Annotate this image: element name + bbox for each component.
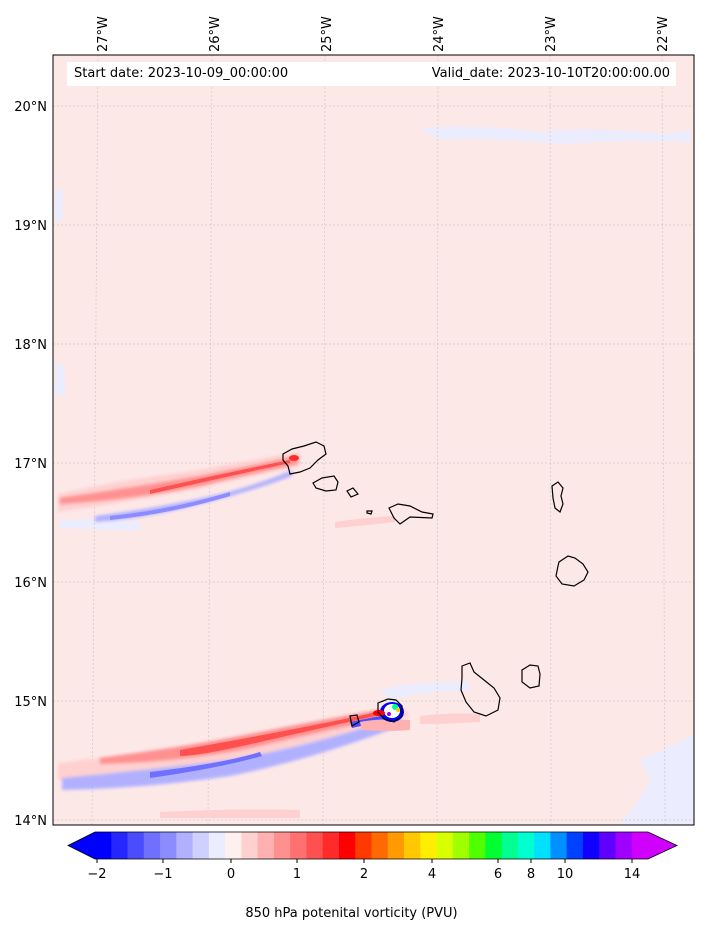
island-fogo	[377, 698, 403, 723]
colorbar-swatch	[273, 832, 291, 859]
colorbar-swatch	[436, 832, 454, 859]
colorbar	[67, 831, 678, 860]
colorbar-tick-label: −2	[87, 867, 106, 882]
colorbar-tick-label: 0	[227, 867, 235, 882]
graticule	[53, 55, 694, 825]
pv-plume-south	[58, 706, 480, 818]
date-info-box: Start date: 2023-10-09_00:00:00 Valid_da…	[67, 62, 676, 86]
colorbar-ticks: −2 −1 0 1 2 4 6 8 10 14	[87, 859, 640, 882]
colorbar-swatch	[469, 832, 486, 859]
island-sal	[551, 481, 564, 513]
colorbar-label: 850 hPa potenital vorticity (PVU)	[245, 906, 458, 921]
lat-label: 18°N	[14, 338, 47, 353]
colorbar-swatch	[290, 832, 307, 859]
colorbar-swatch	[338, 832, 356, 859]
colorbar-swatch	[192, 832, 210, 859]
colorbar-swatch	[322, 832, 340, 859]
valid-date-text: Valid_date: 2023-10-10T20:00:00.00	[431, 66, 670, 81]
latitude-labels: 20°N 19°N 18°N 17°N 16°N 15°N 14°N	[14, 100, 47, 829]
colorbar-swatch	[95, 832, 112, 859]
colorbar-swatch	[599, 832, 616, 859]
coastlines	[282, 441, 589, 727]
colorbar-swatch	[241, 832, 259, 859]
island-santo-antao	[282, 441, 327, 475]
colorbar-swatch	[582, 832, 600, 859]
colorbar-tick-label: −1	[153, 867, 172, 882]
lon-label: 23°W	[544, 16, 559, 52]
lon-label: 24°W	[432, 16, 447, 52]
island-santiago	[460, 662, 501, 717]
lon-label: 22°W	[656, 16, 671, 52]
island-branco	[366, 510, 373, 515]
colorbar-swatch	[306, 832, 324, 859]
colorbar-swatch	[176, 832, 194, 859]
map-plot-area	[53, 55, 694, 825]
colorbar-swatch	[404, 832, 421, 859]
longitude-labels: 27°W 26°W 25°W 24°W 23°W 22°W	[96, 16, 671, 52]
colorbar-swatch	[127, 832, 145, 859]
lat-label: 14°N	[14, 814, 47, 829]
colorbar-tick-label: 2	[360, 867, 368, 882]
colorbar-swatch	[550, 832, 568, 859]
colorbar-tick-label: 4	[428, 867, 436, 882]
colorbar-tick-label: 6	[494, 867, 502, 882]
colorbar-extend-min	[68, 832, 95, 859]
lat-label: 15°N	[14, 695, 47, 710]
lon-label: 27°W	[96, 16, 111, 52]
colorbar-swatch	[355, 832, 372, 859]
lat-label: 16°N	[14, 576, 47, 591]
pv-negative-patches	[55, 126, 694, 825]
colorbar-swatch	[111, 832, 129, 859]
pv-plume-north	[58, 452, 395, 528]
colorbar-tick-label: 10	[557, 867, 574, 882]
colorbar-swatch	[257, 832, 275, 859]
start-date-text: Start date: 2023-10-09_00:00:00	[74, 66, 289, 81]
colorbar-swatch	[387, 832, 405, 859]
colorbar-swatch	[566, 832, 584, 859]
lat-label: 19°N	[14, 219, 47, 234]
lon-label: 26°W	[208, 16, 223, 52]
colorbar-swatch	[517, 832, 535, 859]
colorbar-tick-label: 8	[527, 867, 535, 882]
colorbar-swatch	[143, 832, 161, 859]
colorbar-swatch	[160, 832, 177, 859]
colorbar-tick-label: 14	[624, 867, 641, 882]
colorbar-tick-label: 1	[293, 867, 301, 882]
map-frame	[52, 54, 695, 826]
island-sao-nicolau	[388, 503, 434, 525]
lat-label: 20°N	[14, 100, 47, 115]
colorbar-extend-max	[648, 832, 677, 859]
colorbar-swatch	[534, 832, 551, 859]
colorbar-swatch	[208, 832, 226, 859]
colorbar-swatch	[631, 832, 649, 859]
colorbar-swatch	[420, 832, 438, 859]
lon-label: 25°W	[320, 16, 335, 52]
island-boa-vista	[555, 555, 589, 587]
colorbar-swatch	[485, 832, 503, 859]
colorbar-swatch	[452, 832, 470, 859]
island-sao-vicente	[312, 475, 339, 492]
colorbar-swatch	[501, 832, 519, 859]
lat-label: 17°N	[14, 457, 47, 472]
island-maio	[521, 664, 541, 689]
colorbar-swatch	[225, 832, 242, 859]
colorbar-swatch	[371, 832, 389, 859]
colorbar-swatch	[615, 832, 633, 859]
island-brava	[349, 714, 360, 727]
island-santa-luzia	[346, 487, 359, 498]
colorbar-outline	[67, 831, 678, 860]
